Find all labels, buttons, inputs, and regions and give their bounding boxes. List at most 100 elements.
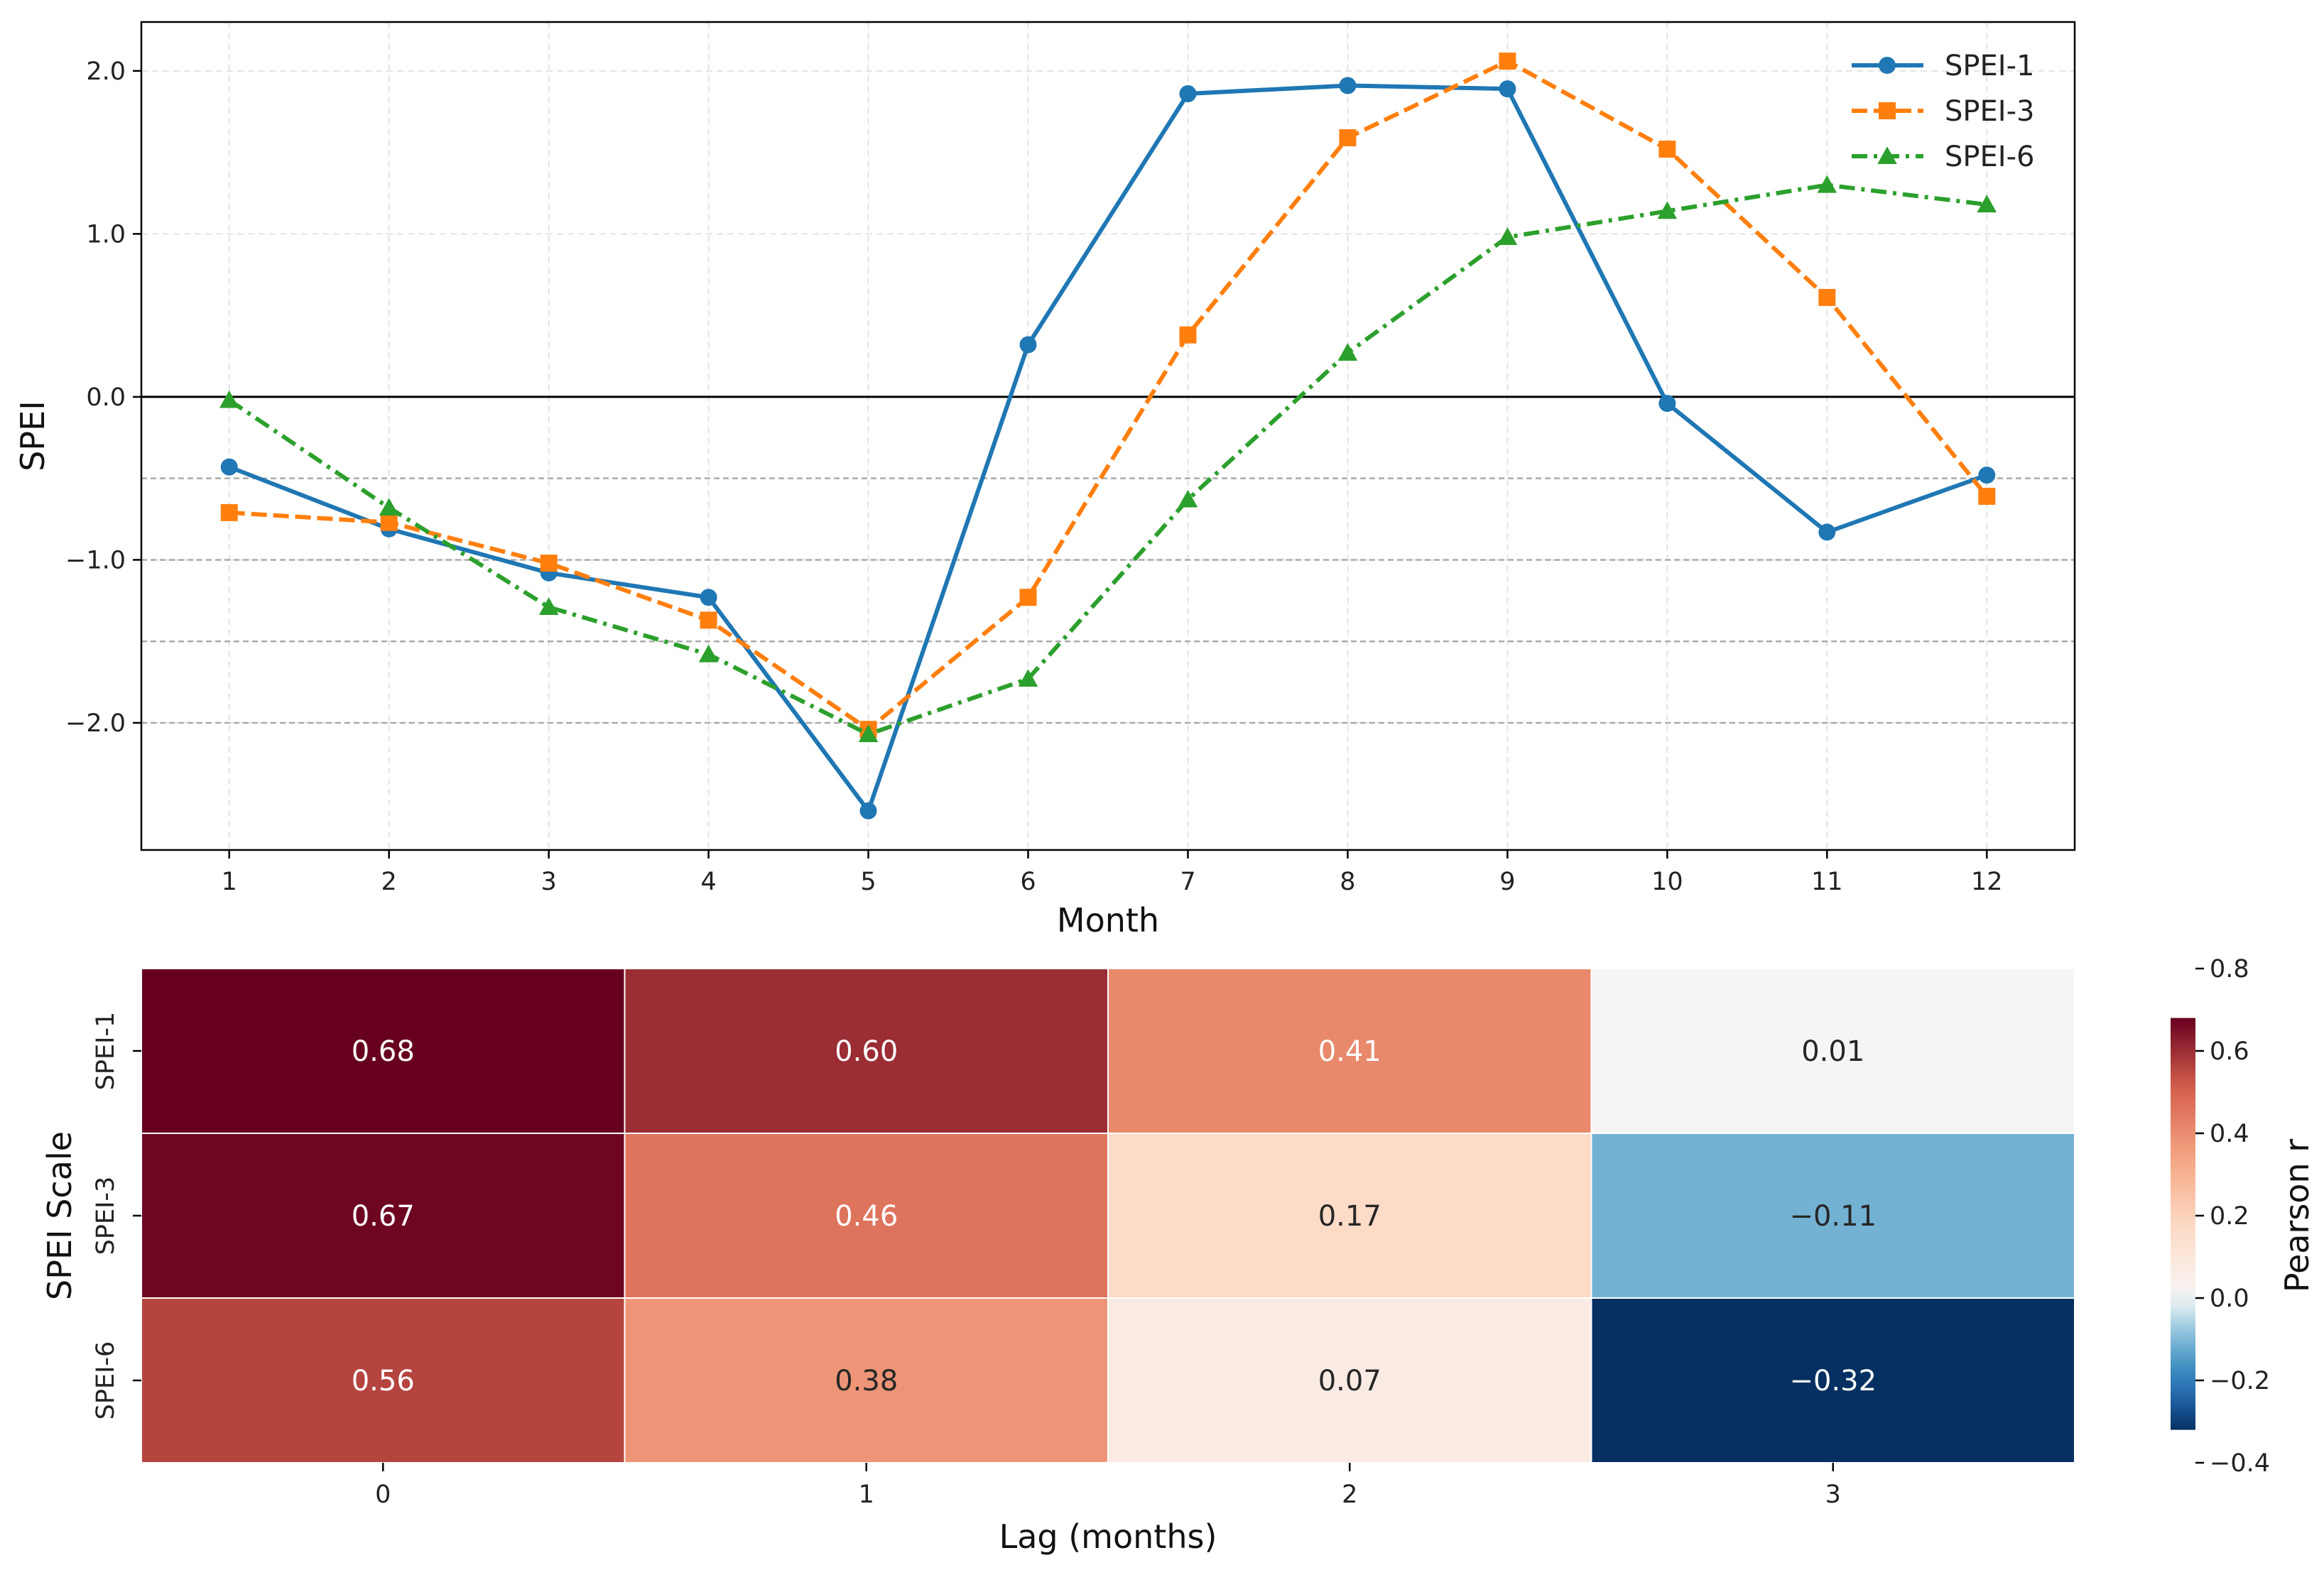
x-tick-label: 11: [1811, 868, 1843, 896]
x-tick-label: 6: [1020, 868, 1036, 896]
series-line: [229, 59, 1989, 732]
marker-triangle: [1178, 489, 1198, 508]
colorbar-tick-label: −0.2: [2210, 1367, 2270, 1395]
heatmap-cell: [141, 968, 626, 1134]
series-line: [228, 83, 1988, 813]
heatmap-cell: [141, 1297, 626, 1463]
heatmap-x-tick-label: 0: [375, 1481, 391, 1509]
marker-square: [1499, 53, 1516, 70]
heatmap-x-tick-label: 1: [859, 1481, 874, 1509]
marker-circle: [1179, 85, 1197, 102]
heatmap-ticks: 0 1 2 3 SPEI-1 SPEI-3 SPEI-6: [92, 1012, 1841, 1509]
heatmap-y-tick-label: SPEI-3: [92, 1177, 120, 1255]
heatmap-cell-value: 0.60: [835, 1035, 898, 1068]
marker-triangle: [1497, 227, 1518, 246]
heatmap-cell: [624, 1297, 1109, 1463]
heatmap-cell-value: 0.68: [352, 1035, 415, 1068]
heatmap-cell: [1590, 968, 2075, 1134]
heatmap-cell: [141, 1133, 626, 1299]
marker-circle: [1879, 57, 1896, 74]
heatmap-y-axis-label: SPEI Scale: [40, 1131, 79, 1300]
heatmap-cell: [624, 1133, 1109, 1299]
heatmap-chart: 0.68 0.60 0.41 0.010.67 0.46 0.17 −0.110.56 0.3…: [40, 955, 2316, 1556]
marker-circle: [1499, 80, 1516, 98]
marker-square: [540, 555, 558, 572]
series-spei-3: [220, 53, 1996, 738]
marker-square: [1658, 141, 1676, 158]
line-plot-area: [141, 22, 2075, 850]
x-tick-label: 1: [222, 868, 237, 896]
marker-circle: [1818, 523, 1836, 541]
legend: SPEI-1 SPEI-3 SPEI-6: [1852, 50, 2034, 173]
heatmap-cell-value: −0.32: [1789, 1365, 1877, 1397]
legend-label: SPEI-3: [1945, 95, 2034, 128]
colorbar-tick-label: 0.4: [2210, 1120, 2249, 1148]
marker-triangle: [858, 724, 879, 743]
line-plot-frame: [140, 21, 2076, 851]
heatmap-cell-value: 0.46: [835, 1200, 898, 1233]
heatmap-cell: [1590, 1133, 2075, 1299]
x-tick-label: 3: [541, 868, 557, 896]
colorbar-label: Pearson r: [2278, 1139, 2316, 1292]
heatmap-cell: [1107, 1133, 1592, 1299]
marker-triangle: [698, 644, 719, 663]
heatmap-cells: 0.68 0.60 0.41 0.01 0.67 0.46 0.17 −0.11 0.56 0.3…: [141, 968, 2075, 1463]
x-tick-label: 2: [381, 868, 397, 896]
colorbar-tick-label: 0.2: [2210, 1202, 2249, 1231]
line-ticks: 1 2 3 4 5 6 7 8 9 10 11 122.01.00.0−1.0−2.0: [65, 58, 2003, 896]
marker-circle: [1339, 77, 1357, 94]
series-line: [228, 182, 1987, 737]
marker-triangle: [379, 498, 399, 516]
heatmap-cell-value: 0.17: [1318, 1200, 1381, 1233]
colorbar-tick-label: −0.4: [2210, 1449, 2270, 1478]
marker-triangle: [1337, 343, 1358, 361]
heatmap-x-tick-label: 2: [1342, 1481, 1357, 1509]
legend-item-spei-1: SPEI-1: [1852, 50, 2034, 82]
colorbar-tick-label: 0.6: [2210, 1037, 2249, 1066]
marker-circle: [220, 458, 238, 476]
heatmap-cell-value: −0.11: [1789, 1200, 1877, 1233]
marker-triangle: [1817, 175, 1837, 193]
x-tick-label: 10: [1651, 868, 1683, 896]
marker-square: [1179, 326, 1197, 344]
y-tick-label: 2.0: [86, 58, 126, 86]
marker-circle: [1978, 467, 1996, 484]
legend-label: SPEI-1: [1945, 50, 2034, 82]
line-y-axis-label: SPEI: [13, 400, 52, 471]
x-tick-label: 8: [1340, 868, 1355, 896]
marker-triangle: [1018, 669, 1038, 687]
legend-item-spei-6: SPEI-6: [1852, 141, 2034, 173]
marker-circle: [700, 589, 717, 606]
heatmap-x-axis-label: Lag (months): [999, 1517, 1217, 1556]
heatmap-y-tick-label: SPEI-6: [92, 1341, 120, 1420]
x-tick-label: 5: [860, 868, 876, 896]
line-x-axis-label: Month: [1057, 901, 1159, 939]
line-chart: 1 2 3 4 5 6 7 8 9 10 11 122.01.00.0−1.0−2.0 SPEI-1S…: [13, 21, 2076, 939]
marker-triangle: [219, 390, 239, 408]
marker-triangle: [538, 597, 559, 616]
y-tick-label: 0.0: [86, 383, 126, 412]
heatmap-cell-value: 0.01: [1801, 1035, 1864, 1068]
heatmap-cell: [1590, 1297, 2075, 1463]
marker-square: [380, 513, 398, 531]
marker-square: [220, 503, 238, 521]
marker-square: [1978, 487, 1996, 505]
line-series-group: [219, 53, 1997, 819]
x-tick-label: 9: [1499, 868, 1515, 896]
marker-square: [1818, 288, 1836, 306]
colorbar-bar: [2171, 1018, 2195, 1430]
colorbar-tick-label: 0.8: [2210, 955, 2249, 983]
heatmap-cell-value: 0.07: [1318, 1365, 1381, 1397]
marker-square: [1339, 129, 1357, 146]
colorbar: 0.8 0.6 0.4 0.2 0.0 −0.2 −0.4: [2171, 955, 2270, 1478]
series-spei-1: [220, 77, 1996, 819]
marker-square: [700, 611, 717, 629]
marker-square: [1019, 589, 1037, 606]
heatmap-cell-value: 0.38: [835, 1365, 898, 1397]
heatmap-cell-value: 0.41: [1318, 1035, 1381, 1068]
marker-triangle: [1657, 201, 1678, 219]
heatmap-cell-value: 0.67: [352, 1200, 415, 1233]
y-tick-label: −2.0: [65, 709, 126, 738]
y-tick-label: 1.0: [86, 220, 126, 249]
